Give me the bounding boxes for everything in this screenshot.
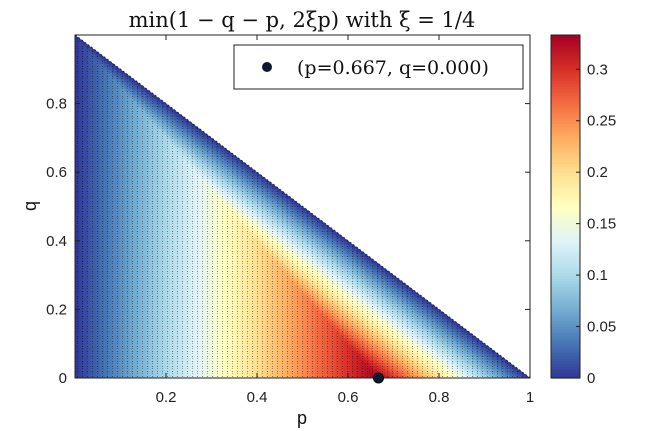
- chart-title: min(1 − q − p, 2ξp) with ξ = 1/4: [129, 8, 476, 32]
